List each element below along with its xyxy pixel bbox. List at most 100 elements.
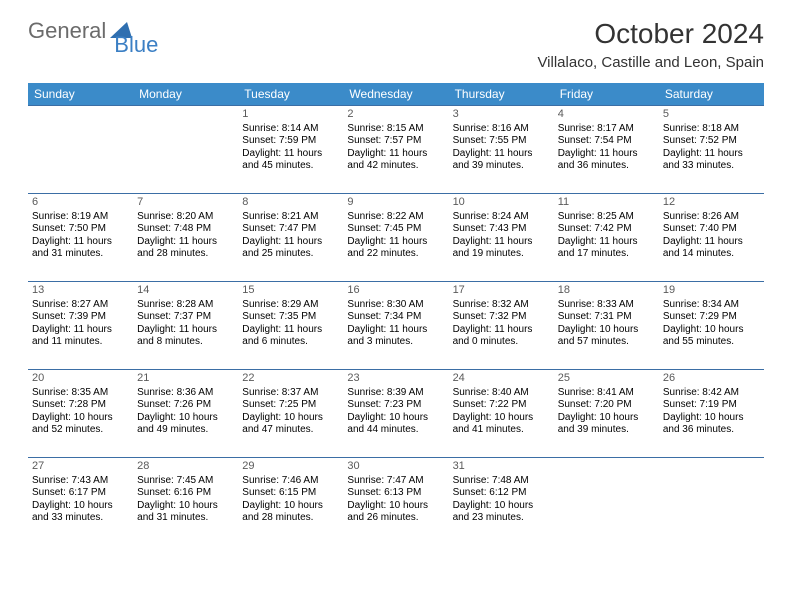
daylight-line: Daylight: 10 hours and 52 minutes.: [32, 412, 129, 437]
sunset-line: Sunset: 6:13 PM: [347, 487, 444, 500]
calendar-cell: [554, 458, 659, 546]
sunrise-line: Sunrise: 8:39 AM: [347, 387, 444, 400]
daylight-line: Daylight: 10 hours and 36 minutes.: [663, 412, 760, 437]
calendar-cell: 14Sunrise: 8:28 AMSunset: 7:37 PMDayligh…: [133, 282, 238, 370]
sunrise-line: Sunrise: 8:32 AM: [453, 299, 550, 312]
day-number: 22: [242, 372, 339, 386]
sunset-line: Sunset: 6:16 PM: [137, 487, 234, 500]
sunrise-line: Sunrise: 8:33 AM: [558, 299, 655, 312]
sunrise-line: Sunrise: 8:26 AM: [663, 211, 760, 224]
daylight-line: Daylight: 10 hours and 44 minutes.: [347, 412, 444, 437]
calendar-cell: 6Sunrise: 8:19 AMSunset: 7:50 PMDaylight…: [28, 194, 133, 282]
sunset-line: Sunset: 7:19 PM: [663, 399, 760, 412]
calendar-cell: 3Sunrise: 8:16 AMSunset: 7:55 PMDaylight…: [449, 106, 554, 194]
logo: General Blue: [28, 18, 158, 44]
calendar-row: 27Sunrise: 7:43 AMSunset: 6:17 PMDayligh…: [28, 458, 764, 546]
sunset-line: Sunset: 7:45 PM: [347, 223, 444, 236]
day-number: 17: [453, 284, 550, 298]
daylight-line: Daylight: 10 hours and 23 minutes.: [453, 500, 550, 525]
sunrise-line: Sunrise: 8:41 AM: [558, 387, 655, 400]
header: General Blue October 2024 Villalaco, Cas…: [0, 0, 792, 75]
day-number: 5: [663, 108, 760, 122]
calendar-cell: 8Sunrise: 8:21 AMSunset: 7:47 PMDaylight…: [238, 194, 343, 282]
sunset-line: Sunset: 7:23 PM: [347, 399, 444, 412]
calendar-row: 1Sunrise: 8:14 AMSunset: 7:59 PMDaylight…: [28, 106, 764, 194]
sunset-line: Sunset: 7:42 PM: [558, 223, 655, 236]
sunrise-line: Sunrise: 8:34 AM: [663, 299, 760, 312]
calendar-row: 6Sunrise: 8:19 AMSunset: 7:50 PMDaylight…: [28, 194, 764, 282]
day-number: 18: [558, 284, 655, 298]
calendar-cell: 16Sunrise: 8:30 AMSunset: 7:34 PMDayligh…: [343, 282, 448, 370]
calendar-cell: 2Sunrise: 8:15 AMSunset: 7:57 PMDaylight…: [343, 106, 448, 194]
sunrise-line: Sunrise: 8:16 AM: [453, 123, 550, 136]
sunrise-line: Sunrise: 8:14 AM: [242, 123, 339, 136]
calendar-cell: [28, 106, 133, 194]
sunset-line: Sunset: 7:35 PM: [242, 311, 339, 324]
day-number: 6: [32, 196, 129, 210]
daylight-line: Daylight: 10 hours and 26 minutes.: [347, 500, 444, 525]
sunrise-line: Sunrise: 8:22 AM: [347, 211, 444, 224]
location-label: Villalaco, Castille and Leon, Spain: [537, 54, 764, 71]
sunset-line: Sunset: 7:20 PM: [558, 399, 655, 412]
day-number: 23: [347, 372, 444, 386]
calendar-cell: 12Sunrise: 8:26 AMSunset: 7:40 PMDayligh…: [659, 194, 764, 282]
daylight-line: Daylight: 11 hours and 33 minutes.: [663, 148, 760, 173]
daylight-line: Daylight: 11 hours and 3 minutes.: [347, 324, 444, 349]
sunrise-line: Sunrise: 7:43 AM: [32, 475, 129, 488]
sunset-line: Sunset: 6:15 PM: [242, 487, 339, 500]
calendar-cell: 23Sunrise: 8:39 AMSunset: 7:23 PMDayligh…: [343, 370, 448, 458]
sunrise-line: Sunrise: 8:15 AM: [347, 123, 444, 136]
sunset-line: Sunset: 7:40 PM: [663, 223, 760, 236]
daylight-line: Daylight: 11 hours and 19 minutes.: [453, 236, 550, 261]
sunrise-line: Sunrise: 8:29 AM: [242, 299, 339, 312]
calendar-header-cell: Tuesday: [238, 83, 343, 106]
sunrise-line: Sunrise: 8:28 AM: [137, 299, 234, 312]
daylight-line: Daylight: 11 hours and 22 minutes.: [347, 236, 444, 261]
calendar-cell: [659, 458, 764, 546]
calendar-header-row: SundayMondayTuesdayWednesdayThursdayFrid…: [28, 83, 764, 106]
sunrise-line: Sunrise: 8:19 AM: [32, 211, 129, 224]
day-number: 2: [347, 108, 444, 122]
calendar-row: 20Sunrise: 8:35 AMSunset: 7:28 PMDayligh…: [28, 370, 764, 458]
sunset-line: Sunset: 7:47 PM: [242, 223, 339, 236]
daylight-line: Daylight: 11 hours and 6 minutes.: [242, 324, 339, 349]
calendar-cell: 27Sunrise: 7:43 AMSunset: 6:17 PMDayligh…: [28, 458, 133, 546]
calendar-cell: 30Sunrise: 7:47 AMSunset: 6:13 PMDayligh…: [343, 458, 448, 546]
daylight-line: Daylight: 11 hours and 36 minutes.: [558, 148, 655, 173]
daylight-line: Daylight: 10 hours and 47 minutes.: [242, 412, 339, 437]
daylight-line: Daylight: 11 hours and 39 minutes.: [453, 148, 550, 173]
daylight-line: Daylight: 10 hours and 41 minutes.: [453, 412, 550, 437]
sunrise-line: Sunrise: 8:30 AM: [347, 299, 444, 312]
sunset-line: Sunset: 7:55 PM: [453, 135, 550, 148]
calendar-header-cell: Monday: [133, 83, 238, 106]
calendar-cell: 24Sunrise: 8:40 AMSunset: 7:22 PMDayligh…: [449, 370, 554, 458]
sunset-line: Sunset: 7:25 PM: [242, 399, 339, 412]
day-number: 27: [32, 460, 129, 474]
day-number: 16: [347, 284, 444, 298]
calendar-row: 13Sunrise: 8:27 AMSunset: 7:39 PMDayligh…: [28, 282, 764, 370]
calendar-cell: 31Sunrise: 7:48 AMSunset: 6:12 PMDayligh…: [449, 458, 554, 546]
calendar-cell: 7Sunrise: 8:20 AMSunset: 7:48 PMDaylight…: [133, 194, 238, 282]
sunrise-line: Sunrise: 8:42 AM: [663, 387, 760, 400]
calendar-table: SundayMondayTuesdayWednesdayThursdayFrid…: [28, 83, 764, 546]
calendar-cell: 4Sunrise: 8:17 AMSunset: 7:54 PMDaylight…: [554, 106, 659, 194]
calendar-cell: 19Sunrise: 8:34 AMSunset: 7:29 PMDayligh…: [659, 282, 764, 370]
sunrise-line: Sunrise: 8:24 AM: [453, 211, 550, 224]
day-number: 26: [663, 372, 760, 386]
daylight-line: Daylight: 11 hours and 28 minutes.: [137, 236, 234, 261]
daylight-line: Daylight: 10 hours and 39 minutes.: [558, 412, 655, 437]
sunrise-line: Sunrise: 8:40 AM: [453, 387, 550, 400]
sunset-line: Sunset: 7:39 PM: [32, 311, 129, 324]
sunrise-line: Sunrise: 8:37 AM: [242, 387, 339, 400]
day-number: 7: [137, 196, 234, 210]
day-number: 14: [137, 284, 234, 298]
title-block: October 2024 Villalaco, Castille and Leo…: [537, 18, 764, 71]
daylight-line: Daylight: 11 hours and 17 minutes.: [558, 236, 655, 261]
sunset-line: Sunset: 6:12 PM: [453, 487, 550, 500]
day-number: 15: [242, 284, 339, 298]
sunset-line: Sunset: 7:52 PM: [663, 135, 760, 148]
sunset-line: Sunset: 7:54 PM: [558, 135, 655, 148]
calendar-cell: 29Sunrise: 7:46 AMSunset: 6:15 PMDayligh…: [238, 458, 343, 546]
day-number: 28: [137, 460, 234, 474]
calendar-cell: 28Sunrise: 7:45 AMSunset: 6:16 PMDayligh…: [133, 458, 238, 546]
